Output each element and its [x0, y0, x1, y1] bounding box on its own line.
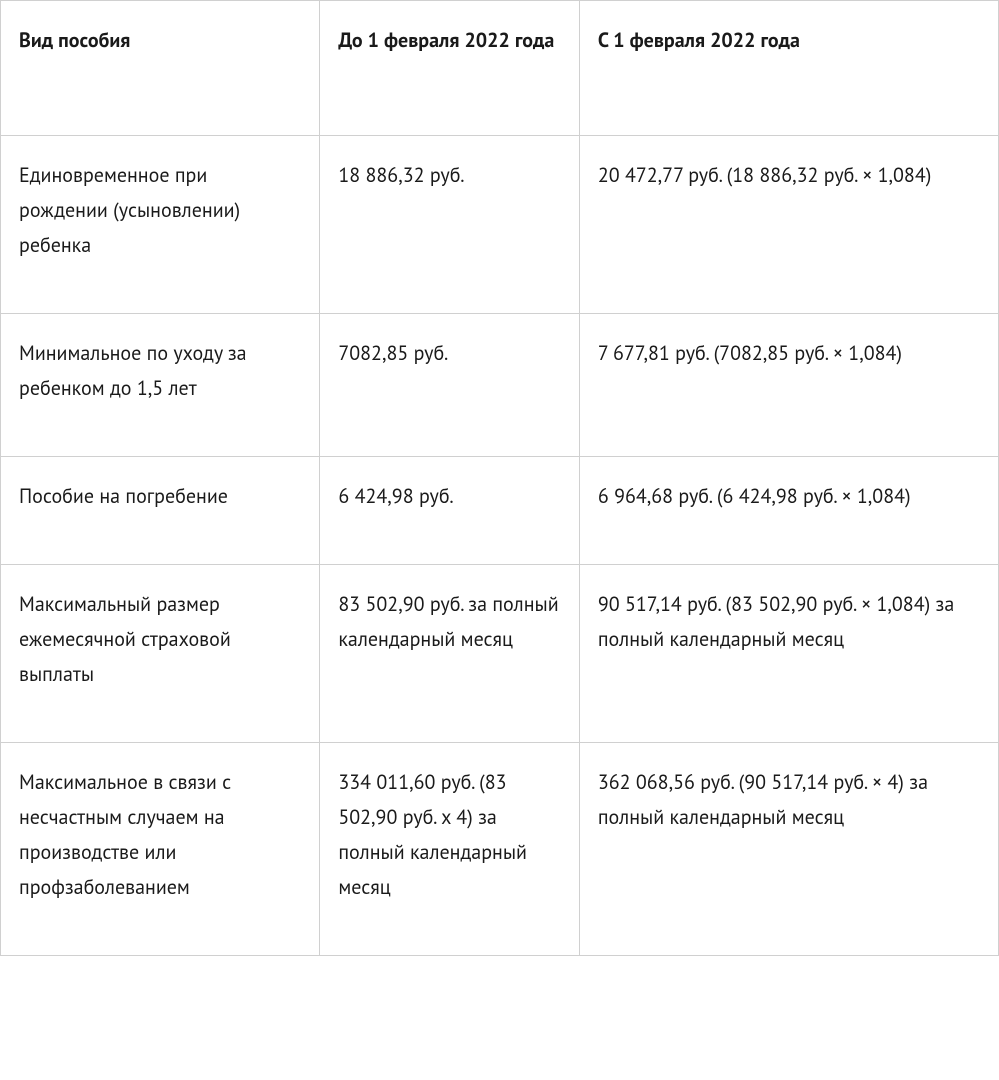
cell-before: 334 011,60 руб. (83 502,90 руб. х 4) за …	[320, 743, 579, 956]
cell-after: 20 472,77 руб. (18 886,32 руб. × 1,084)	[579, 136, 998, 314]
header-after: С 1 февраля 2022 года	[579, 1, 998, 136]
header-before: До 1 февраля 2022 года	[320, 1, 579, 136]
header-type: Вид пособия	[1, 1, 320, 136]
cell-before: 6 424,98 руб.	[320, 457, 579, 565]
cell-after: 90 517,14 руб. (83 502,90 руб. × 1,084) …	[579, 565, 998, 743]
table-header-row: Вид пособия До 1 февраля 2022 года С 1 ф…	[1, 1, 999, 136]
table-row: Минимальное по уходу за ребенком до 1,5 …	[1, 314, 999, 457]
benefits-table: Вид пособия До 1 февраля 2022 года С 1 ф…	[0, 0, 999, 956]
cell-type: Максимальный размер ежемесячной страхово…	[1, 565, 320, 743]
cell-type: Единовременное при рождении (усыновлении…	[1, 136, 320, 314]
table-row: Единовременное при рождении (усыновлении…	[1, 136, 999, 314]
cell-type: Минимальное по уходу за ребенком до 1,5 …	[1, 314, 320, 457]
table-row: Пособие на погребение 6 424,98 руб. 6 96…	[1, 457, 999, 565]
cell-after: 362 068,56 руб. (90 517,14 руб. × 4) за …	[579, 743, 998, 956]
cell-before: 18 886,32 руб.	[320, 136, 579, 314]
table-row: Максимальный размер ежемесячной страхово…	[1, 565, 999, 743]
cell-after: 6 964,68 руб. (6 424,98 руб. × 1,084)	[579, 457, 998, 565]
cell-type: Максимальное в связи с несчастным случае…	[1, 743, 320, 956]
cell-before: 7082,85 руб.	[320, 314, 579, 457]
table-row: Максимальное в связи с несчастным случае…	[1, 743, 999, 956]
cell-after: 7 677,81 руб. (7082,85 руб. × 1,084)	[579, 314, 998, 457]
cell-type: Пособие на погребение	[1, 457, 320, 565]
cell-before: 83 502,90 руб. за полный календарный мес…	[320, 565, 579, 743]
